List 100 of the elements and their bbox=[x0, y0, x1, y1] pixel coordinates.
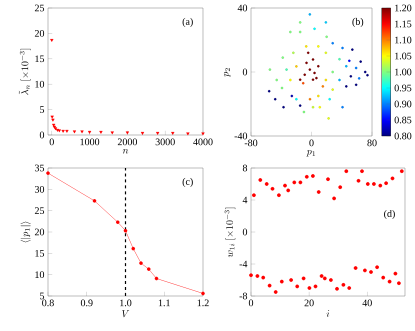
point bbox=[363, 268, 367, 272]
point bbox=[332, 196, 336, 200]
x-tick-label: 4000 bbox=[193, 138, 213, 146]
y-tick-label: 10 bbox=[35, 271, 44, 278]
point bbox=[316, 190, 321, 194]
point bbox=[46, 171, 50, 175]
x-tick-label: 0 bbox=[309, 140, 314, 146]
color-bar-label: 0.95 bbox=[394, 84, 412, 92]
color-bar-label: 1.10 bbox=[395, 36, 412, 44]
y-tick-label: -4 bbox=[240, 260, 248, 268]
point bbox=[139, 261, 143, 265]
point bbox=[381, 276, 386, 280]
point bbox=[326, 177, 330, 182]
point bbox=[274, 290, 278, 294]
y-axis-title: $p_2$ bbox=[224, 68, 230, 78]
annotation: (a) bbox=[182, 18, 193, 27]
color-bar-label: 0.85 bbox=[394, 116, 412, 124]
x-tick-label: 0.9 bbox=[80, 300, 93, 306]
x-tick-label: 1.0 bbox=[120, 300, 132, 306]
y-tick-label: 30 bbox=[34, 186, 44, 193]
annotation: (d) bbox=[384, 210, 395, 219]
x-tick-label: 1.1 bbox=[158, 300, 170, 306]
point bbox=[156, 132, 160, 135]
x-tick-label: 3000 bbox=[156, 138, 175, 146]
x-tick-label: -80 bbox=[244, 140, 258, 146]
y-tick-label: 15 bbox=[35, 250, 44, 257]
y-axis-title: $\tilde{\lambda}_n\ [\times 10^{-3}]$ bbox=[18, 48, 31, 95]
y-tick-label: 0 bbox=[242, 228, 248, 236]
y-tick-label: -8 bbox=[240, 292, 248, 300]
point bbox=[375, 265, 379, 270]
point bbox=[154, 276, 158, 280]
point bbox=[289, 278, 293, 282]
point bbox=[88, 130, 92, 134]
x-tick-label: 2000 bbox=[118, 138, 138, 146]
y-tick-label: 5 bbox=[40, 292, 44, 300]
point bbox=[264, 182, 269, 186]
point bbox=[400, 169, 404, 174]
point bbox=[116, 220, 120, 224]
y-tick-label: 25 bbox=[34, 207, 44, 214]
point bbox=[50, 38, 54, 42]
point bbox=[201, 292, 205, 296]
point bbox=[329, 278, 333, 282]
y-tick-label: 0 bbox=[242, 68, 248, 76]
annotation: (b) bbox=[352, 18, 364, 27]
x-axis-title: $p_1$ bbox=[306, 150, 316, 156]
point bbox=[378, 184, 382, 188]
point bbox=[270, 186, 274, 191]
point bbox=[298, 180, 302, 184]
point bbox=[58, 129, 62, 132]
point bbox=[258, 178, 262, 182]
point bbox=[320, 274, 324, 278]
x-tick-label: 0 bbox=[248, 300, 254, 306]
point bbox=[201, 132, 205, 136]
color-bar-label: 0.90 bbox=[394, 100, 412, 108]
x-tick-label: 1000 bbox=[80, 138, 100, 146]
point bbox=[384, 181, 388, 186]
color-bar-label: 1.00 bbox=[395, 68, 412, 76]
point bbox=[131, 246, 136, 250]
y-axis-title: $\langle |p_1| \rangle$ bbox=[20, 222, 31, 242]
point bbox=[342, 282, 346, 287]
point bbox=[295, 284, 300, 288]
point bbox=[249, 273, 253, 278]
point bbox=[140, 132, 144, 135]
point bbox=[92, 199, 96, 203]
point bbox=[50, 116, 54, 119]
y-tick-label: 35 bbox=[34, 164, 44, 172]
annotation: (c) bbox=[182, 178, 193, 187]
point bbox=[80, 130, 84, 134]
point bbox=[344, 169, 348, 174]
point bbox=[394, 272, 398, 276]
point bbox=[277, 193, 281, 198]
point bbox=[146, 267, 151, 271]
point bbox=[372, 182, 376, 186]
point bbox=[390, 176, 394, 180]
y-tick-label: 10 bbox=[35, 80, 44, 88]
point bbox=[256, 274, 260, 278]
point bbox=[186, 132, 190, 136]
point bbox=[124, 228, 128, 233]
point bbox=[51, 118, 55, 122]
point bbox=[110, 131, 114, 134]
y-tick-label: 8 bbox=[242, 164, 248, 172]
point bbox=[261, 276, 266, 280]
point bbox=[292, 180, 296, 184]
point bbox=[347, 286, 352, 290]
point bbox=[268, 284, 272, 288]
point bbox=[283, 184, 287, 188]
point bbox=[311, 174, 315, 178]
y-tick-label: 20 bbox=[34, 228, 44, 236]
point bbox=[366, 182, 370, 186]
point bbox=[308, 286, 312, 290]
point bbox=[280, 280, 284, 284]
point bbox=[388, 280, 392, 284]
point bbox=[360, 169, 364, 174]
y-tick-label: -40 bbox=[234, 132, 248, 140]
y-tick-label: 25 bbox=[34, 4, 44, 12]
point bbox=[65, 130, 69, 133]
point bbox=[302, 276, 306, 280]
x-tick-label: 0.8 bbox=[42, 300, 54, 306]
point bbox=[52, 124, 56, 127]
color-bar-label: 1.05 bbox=[395, 52, 412, 60]
